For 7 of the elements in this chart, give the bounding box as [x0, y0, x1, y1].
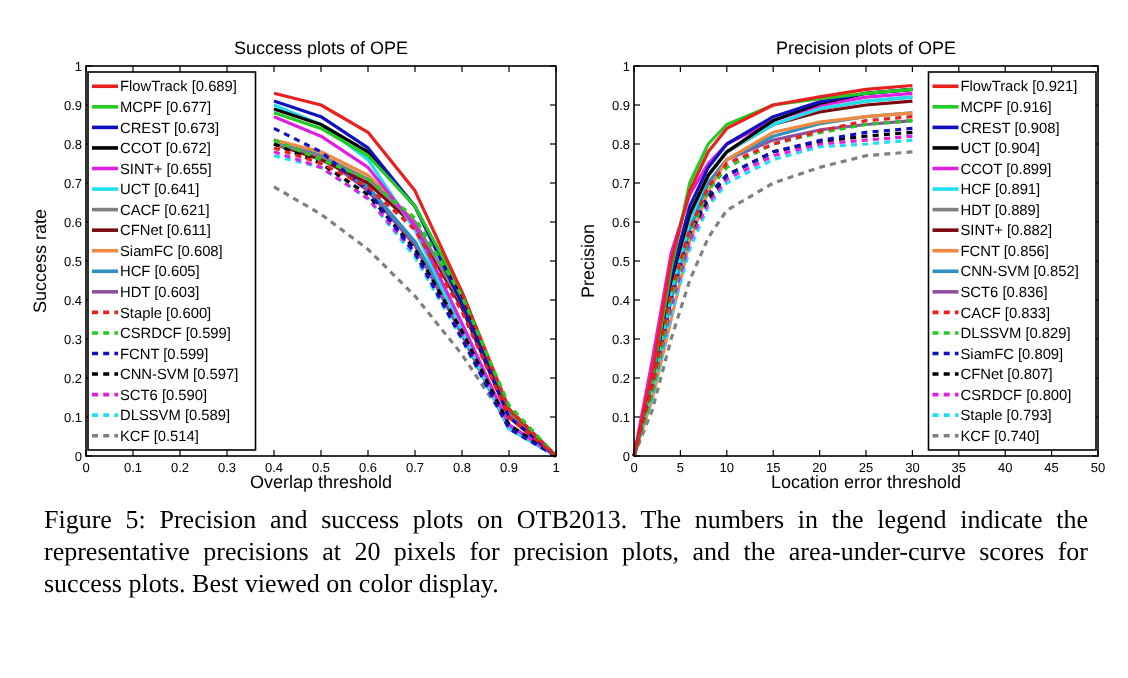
y-axis-title: Precision [578, 223, 598, 299]
x-axis-title: Location error threshold [770, 472, 962, 492]
y-axis-title: Success rate [30, 208, 50, 314]
caption: Figure 5: Precision and success plots on OTB2013. The numbers in the legend indicate the representative precisions at 20 pixels for precision plots, and the area-under-curve scores for success plots. Best viewed on color display. [44, 504, 1088, 600]
x-axis-title: Overlap threshold [249, 472, 393, 492]
chart-title: Precision plots of OPE [775, 38, 957, 58]
chart-title: Success plots of OPE [233, 38, 409, 58]
